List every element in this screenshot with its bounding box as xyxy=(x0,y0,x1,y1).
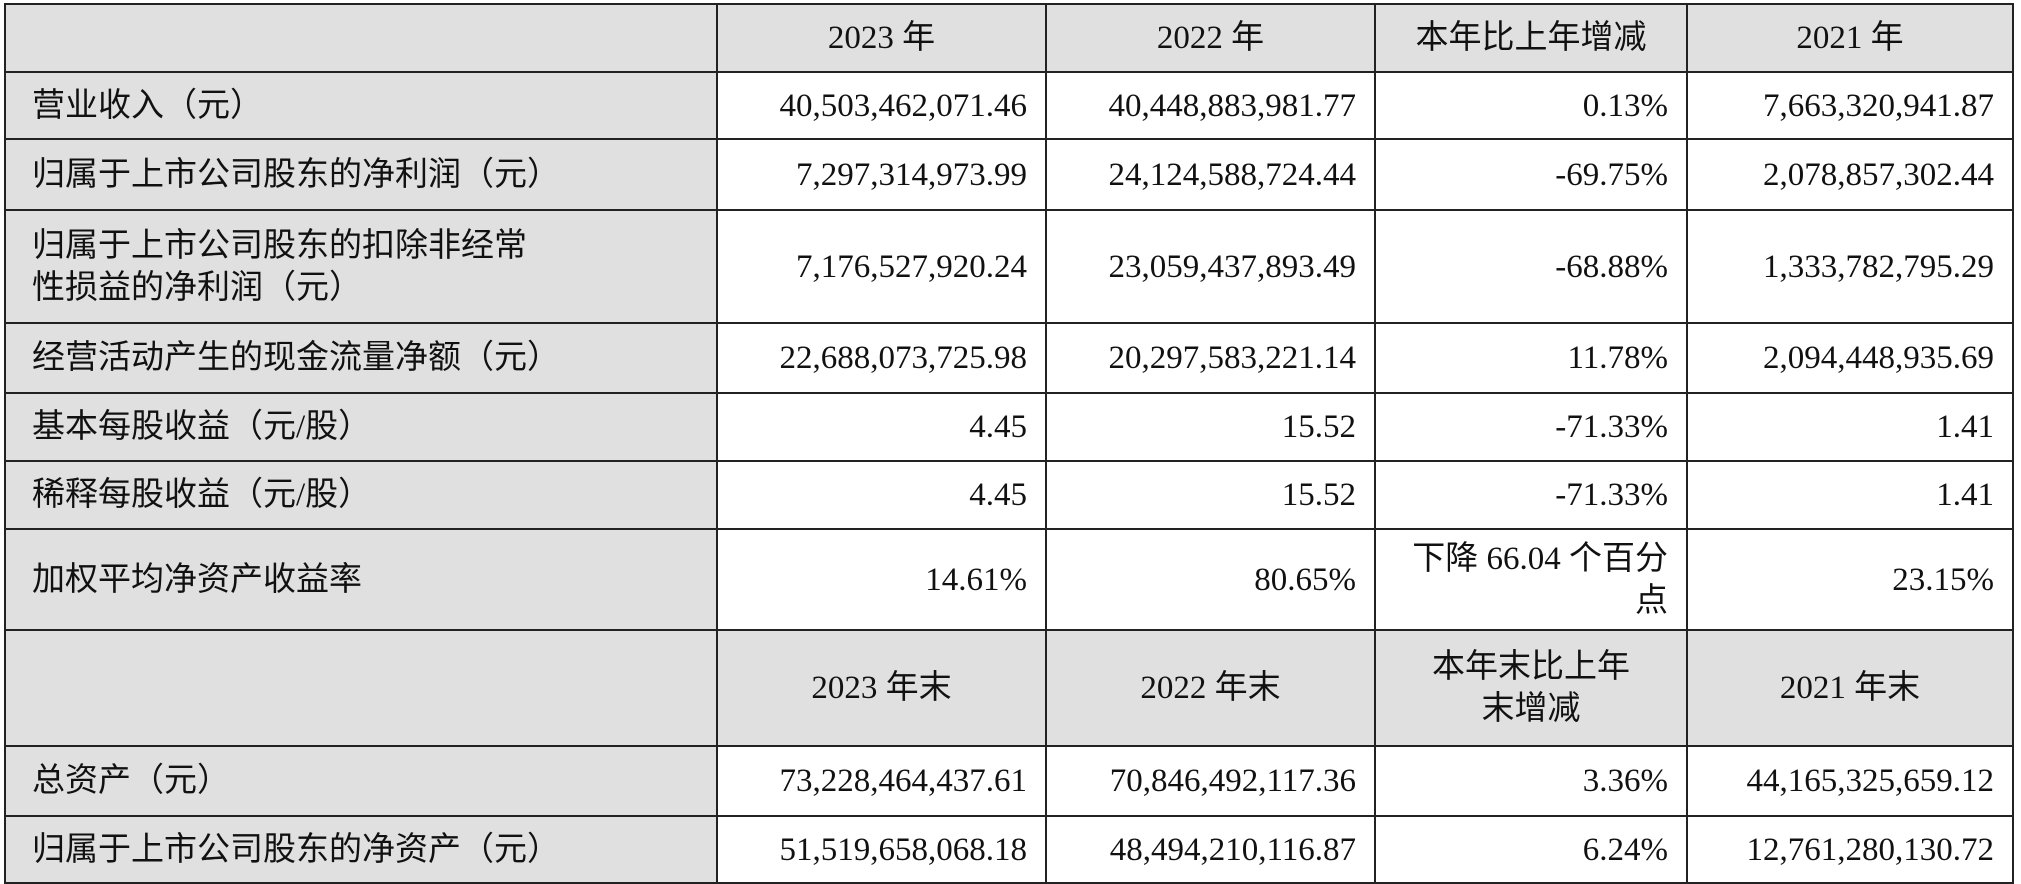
header-change-end: 本年末比上年末增减 xyxy=(1374,629,1688,747)
table-row: 归属于上市公司股东的扣除非经常性损益的净利润（元） 7,176,527,920.… xyxy=(4,209,2014,324)
cell-change: 3.36% xyxy=(1374,745,1688,817)
table-row: 总资产（元） 73,228,464,437.61 70,846,492,117.… xyxy=(4,745,2014,817)
cell-2021: 1,333,782,795.29 xyxy=(1686,209,2014,324)
cell-2021: 2,078,857,302.44 xyxy=(1686,138,2014,211)
cell-change: 11.78% xyxy=(1374,322,1688,394)
header-2022-end: 2022 年末 xyxy=(1045,629,1376,747)
header-blank xyxy=(4,3,718,73)
cell-2022: 40,448,883,981.77 xyxy=(1045,71,1376,140)
cell-2021-end: 44,165,325,659.12 xyxy=(1686,745,2014,817)
cell-2021: 23.15% xyxy=(1686,528,2014,631)
row-label: 经营活动产生的现金流量净额（元） xyxy=(4,322,718,394)
cell-change: 6.24% xyxy=(1374,815,1688,884)
cell-2023: 4.45 xyxy=(716,460,1047,530)
cell-2023: 7,297,314,973.99 xyxy=(716,138,1047,211)
row-label: 归属于上市公司股东的净利润（元） xyxy=(4,138,718,211)
cell-2022: 15.52 xyxy=(1045,392,1376,462)
cell-change: -71.33% xyxy=(1374,460,1688,530)
cell-2022: 20,297,583,221.14 xyxy=(1045,322,1376,394)
header-row-annual: 2023 年 2022 年 本年比上年增减 2021 年 xyxy=(4,3,2014,73)
table-row: 稀释每股收益（元/股） 4.45 15.52 -71.33% 1.41 xyxy=(4,460,2014,530)
cell-change: 下降 66.04 个百分点 xyxy=(1374,528,1688,631)
header-2021-end: 2021 年末 xyxy=(1686,629,2014,747)
row-label: 加权平均净资产收益率 xyxy=(4,528,718,631)
cell-2023: 40,503,462,071.46 xyxy=(716,71,1047,140)
header-row-year-end: 2023 年末 2022 年末 本年末比上年末增减 2021 年末 xyxy=(4,629,2014,747)
cell-2022-end: 70,846,492,117.36 xyxy=(1045,745,1376,817)
cell-2023: 4.45 xyxy=(716,392,1047,462)
header-blank xyxy=(4,629,718,747)
cell-2022: 80.65% xyxy=(1045,528,1376,631)
cell-change: 0.13% xyxy=(1374,71,1688,140)
cell-2021: 1.41 xyxy=(1686,392,2014,462)
cell-2021: 1.41 xyxy=(1686,460,2014,530)
cell-change: -68.88% xyxy=(1374,209,1688,324)
table-row: 加权平均净资产收益率 14.61% 80.65% 下降 66.04 个百分点 2… xyxy=(4,528,2014,631)
cell-2023: 14.61% xyxy=(716,528,1047,631)
table-row: 经营活动产生的现金流量净额（元） 22,688,073,725.98 20,29… xyxy=(4,322,2014,394)
row-label: 归属于上市公司股东的扣除非经常性损益的净利润（元） xyxy=(4,209,718,324)
cell-2023-end: 51,519,658,068.18 xyxy=(716,815,1047,884)
header-change: 本年比上年增减 xyxy=(1374,3,1688,73)
financial-summary-table: 2023 年 2022 年 本年比上年增减 2021 年 营业收入（元） 40,… xyxy=(4,3,2014,884)
table-row: 营业收入（元） 40,503,462,071.46 40,448,883,981… xyxy=(4,71,2014,140)
cell-2021: 7,663,320,941.87 xyxy=(1686,71,2014,140)
row-label: 营业收入（元） xyxy=(4,71,718,140)
row-label: 基本每股收益（元/股） xyxy=(4,392,718,462)
cell-2022: 23,059,437,893.49 xyxy=(1045,209,1376,324)
row-label: 总资产（元） xyxy=(4,745,718,817)
table-row: 归属于上市公司股东的净资产（元） 51,519,658,068.18 48,49… xyxy=(4,815,2014,884)
cell-2021-end: 12,761,280,130.72 xyxy=(1686,815,2014,884)
header-2021: 2021 年 xyxy=(1686,3,2014,73)
table-row: 归属于上市公司股东的净利润（元） 7,297,314,973.99 24,124… xyxy=(4,138,2014,211)
cell-2023-end: 73,228,464,437.61 xyxy=(716,745,1047,817)
row-label: 稀释每股收益（元/股） xyxy=(4,460,718,530)
cell-2021: 2,094,448,935.69 xyxy=(1686,322,2014,394)
cell-2022: 15.52 xyxy=(1045,460,1376,530)
table-row: 基本每股收益（元/股） 4.45 15.52 -71.33% 1.41 xyxy=(4,392,2014,462)
header-2023: 2023 年 xyxy=(716,3,1047,73)
cell-2023: 22,688,073,725.98 xyxy=(716,322,1047,394)
cell-2022-end: 48,494,210,116.87 xyxy=(1045,815,1376,884)
cell-change: -71.33% xyxy=(1374,392,1688,462)
cell-2023: 7,176,527,920.24 xyxy=(716,209,1047,324)
header-2023-end: 2023 年末 xyxy=(716,629,1047,747)
row-label: 归属于上市公司股东的净资产（元） xyxy=(4,815,718,884)
cell-change: -69.75% xyxy=(1374,138,1688,211)
header-2022: 2022 年 xyxy=(1045,3,1376,73)
cell-2022: 24,124,588,724.44 xyxy=(1045,138,1376,211)
